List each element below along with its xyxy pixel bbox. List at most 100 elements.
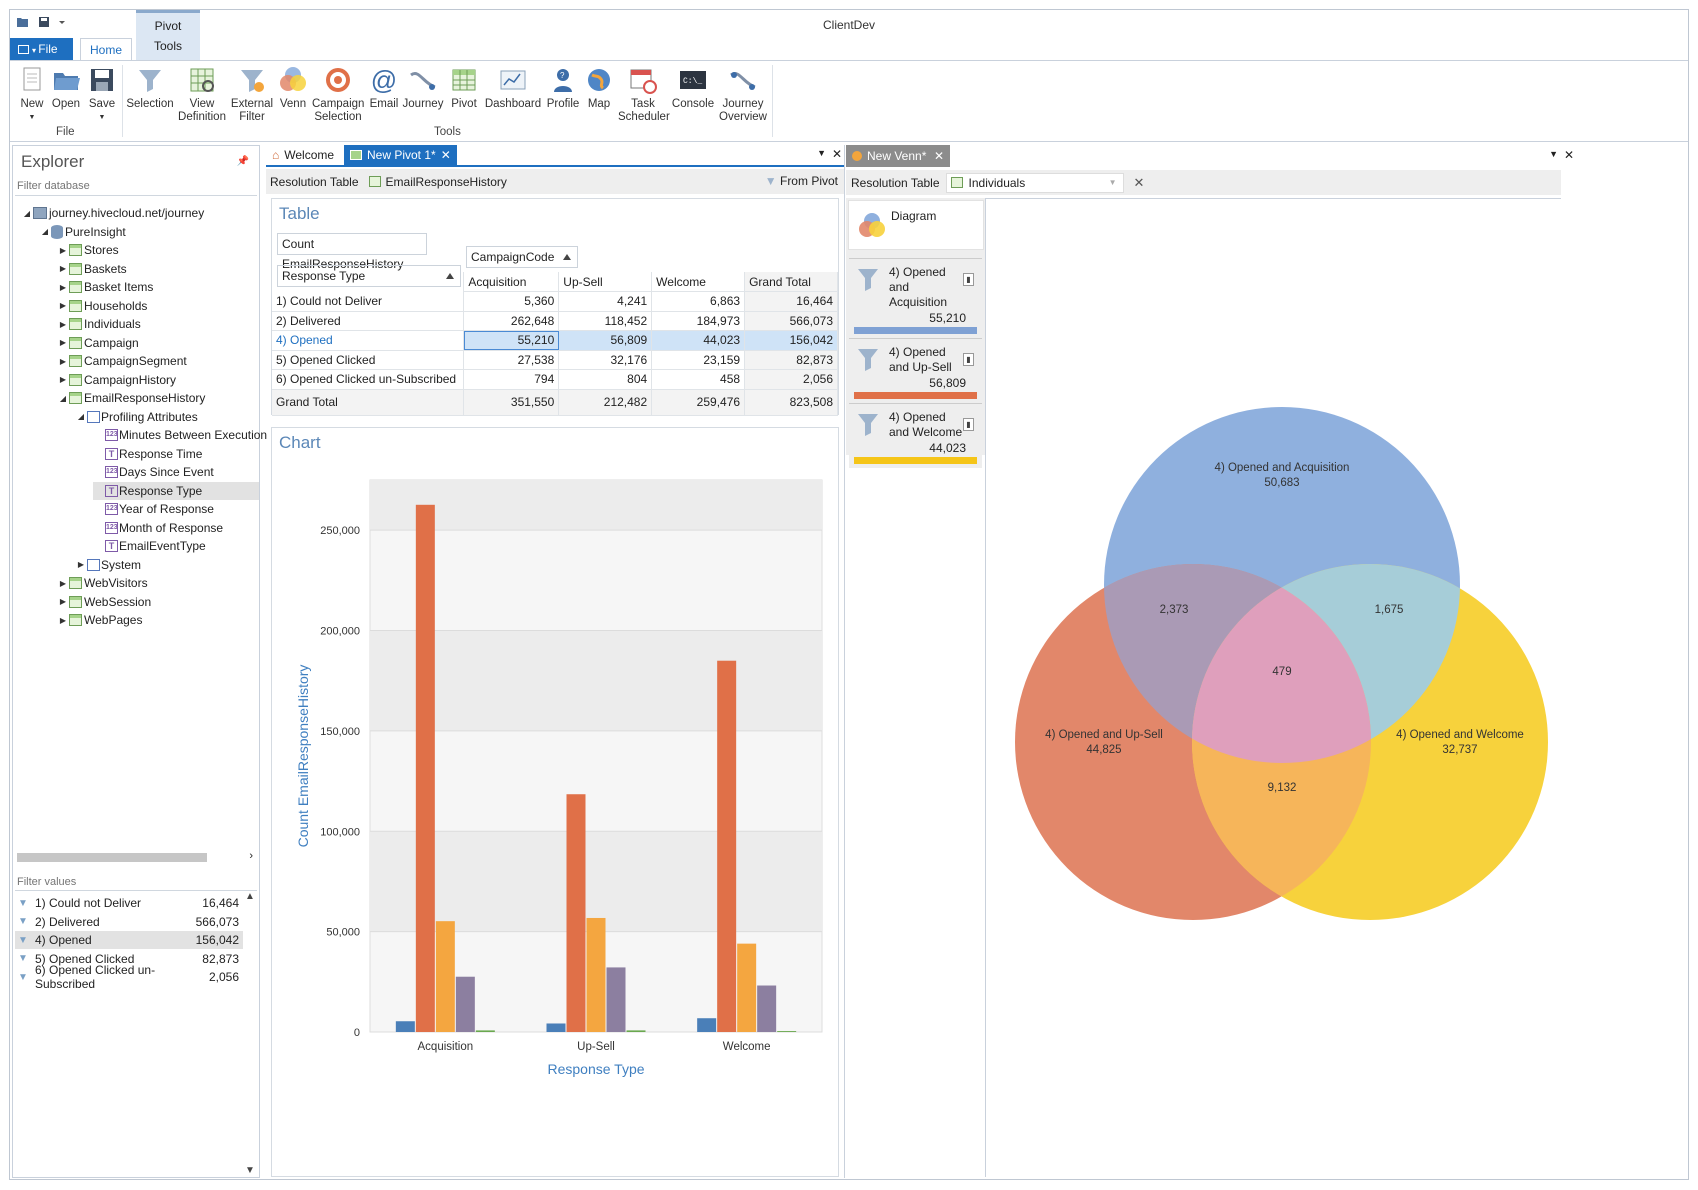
tree-node-attribute[interactable]: 123 Days Since Event	[93, 463, 214, 481]
tree-node-table[interactable]: ▶ WebVisitors	[57, 574, 148, 592]
campaign-selection-button[interactable]: Campaign Selection	[312, 65, 364, 124]
venn-set-card[interactable]: 4) Opened and Up-Sell ▮ 56,809	[849, 338, 982, 403]
pin-icon[interactable]: 📌	[236, 156, 249, 167]
tree-node-attribute[interactable]: T EmailEventType	[93, 537, 206, 555]
expand-toggle-icon[interactable]: ◢	[77, 412, 85, 421]
expand-toggle-icon[interactable]: ◢	[59, 393, 67, 403]
chevron-down-icon[interactable]: ▼	[1108, 178, 1117, 187]
tree-node-attribute[interactable]: 123 Year of Response	[93, 500, 214, 518]
scroll-right-icon[interactable]: ›	[249, 850, 253, 862]
tree-node-table[interactable]: ▶ Campaign	[57, 334, 139, 352]
tree-node-table[interactable]: ▶ Individuals	[57, 315, 141, 333]
expand-toggle-icon[interactable]: ▶	[59, 301, 67, 310]
filter-database-input[interactable]	[15, 176, 257, 196]
chart-bar[interactable]	[737, 943, 757, 1032]
tree-node-folder[interactable]: ◢ Profiling Attributes	[75, 408, 198, 426]
expand-toggle-icon[interactable]: ◢	[41, 227, 49, 236]
filter-value-item[interactable]: ▼ 4) Opened 156,042	[15, 931, 243, 949]
chart-bar[interactable]	[717, 660, 737, 1032]
tree-node-server[interactable]: ◢ journey.hivecloud.net/journey	[21, 204, 204, 222]
diagram-button[interactable]: Diagram	[848, 200, 984, 250]
chart-bar[interactable]	[586, 917, 606, 1032]
tree-node-attribute[interactable]: 123 Minutes Between Execution	[93, 426, 267, 444]
tree-node-database[interactable]: ◢ PureInsight	[39, 223, 126, 241]
external-filter-button[interactable]: External Filter	[230, 65, 274, 124]
resolution-table-select[interactable]: Individuals ▼	[945, 172, 1124, 193]
tab-list-dropdown-icon[interactable]: ▼	[817, 148, 826, 158]
column-field-chip[interactable]: CampaignCode	[466, 246, 578, 268]
clear-icon[interactable]: ✕	[1133, 174, 1145, 190]
tree-node-table[interactable]: ▶ System	[75, 556, 141, 574]
column-header[interactable]: Up-Sell	[558, 272, 653, 292]
chart-bar[interactable]	[697, 1018, 717, 1032]
table-cell[interactable]: 351,550	[463, 389, 560, 416]
tab-list-dropdown-icon[interactable]: ▼	[1549, 149, 1558, 159]
venn-set-card[interactable]: 4) Opened and Acquisition ▮ 55,210	[849, 258, 982, 338]
table-cell[interactable]: 6,863	[651, 291, 746, 312]
profile-button[interactable]: ? Profile	[544, 65, 582, 111]
venn-button[interactable]: Venn	[276, 65, 310, 111]
filter-value-item[interactable]: ▼ 6) Opened Clicked un-Subscribed 2,056	[15, 963, 243, 991]
table-cell[interactable]: 27,538	[463, 350, 560, 370]
close-document-icon[interactable]: ✕	[1563, 148, 1574, 162]
chart-bar[interactable]	[606, 967, 626, 1032]
chart-bar[interactable]	[435, 921, 455, 1032]
row-header[interactable]: 1) Could not Deliver	[272, 291, 465, 312]
sort-ascending-icon[interactable]	[563, 254, 571, 260]
row-header[interactable]: 5) Opened Clicked	[272, 350, 465, 370]
open-button[interactable]: Open	[50, 65, 82, 111]
pivot-button[interactable]: Pivot	[448, 65, 480, 111]
expand-toggle-icon[interactable]: ▶	[59, 338, 67, 347]
from-pivot-button[interactable]: ▼ From Pivot	[765, 174, 838, 188]
row-header[interactable]: 6) Opened Clicked un-Subscribed	[272, 369, 465, 390]
chart-bar[interactable]	[475, 1030, 495, 1032]
table-cell[interactable]: 4,241	[558, 291, 653, 312]
expand-toggle-icon[interactable]: ▶	[77, 560, 85, 569]
measure-field-chip[interactable]: Count EmailResponseHistory	[277, 233, 427, 271]
table-cell[interactable]: 804	[558, 369, 653, 390]
chart-bar[interactable]	[415, 504, 435, 1032]
tree-node-table[interactable]: ▶ Basket Items	[57, 278, 153, 296]
tree-node-table[interactable]: ▶ WebPages	[57, 611, 143, 629]
table-cell[interactable]: 823,508	[744, 389, 838, 416]
email-button[interactable]: @ Email	[368, 65, 400, 111]
tree-node-attribute[interactable]: T Response Time	[93, 445, 202, 463]
expand-toggle-icon[interactable]: ▶	[59, 375, 67, 384]
tab-home[interactable]: Home	[80, 38, 132, 60]
delete-icon[interactable]: ▮	[963, 273, 974, 286]
expand-toggle-icon[interactable]: ▶	[59, 615, 67, 625]
tree-node-table[interactable]: ▶ Baskets	[57, 260, 127, 278]
close-tab-icon[interactable]: ✕	[933, 149, 944, 163]
new-button[interactable]: New ▼	[16, 65, 48, 124]
tree-node-table[interactable]: ▶ Stores	[57, 241, 119, 259]
resolution-table-value[interactable]: EmailResponseHistory	[385, 174, 507, 189]
table-cell[interactable]: 5,360	[463, 291, 560, 312]
tree-node-attribute[interactable]: T Response Type	[93, 481, 259, 500]
table-cell[interactable]: 566,073	[744, 311, 838, 331]
table-cell[interactable]: 2,056	[744, 369, 838, 390]
row-header[interactable]: 2) Delivered	[272, 311, 465, 331]
filter-value-item[interactable]: ▼ 2) Delivered 566,073	[15, 913, 243, 931]
expand-toggle-icon[interactable]: ▶	[59, 356, 67, 366]
scroll-up-icon[interactable]: ▲	[245, 891, 255, 902]
table-cell[interactable]: 259,476	[651, 389, 746, 416]
table-cell[interactable]: 56,809	[558, 330, 653, 351]
journey-overview-button[interactable]: Journey Overview	[718, 65, 768, 124]
customize-qat-icon[interactable]	[58, 18, 66, 26]
table-cell[interactable]: 16,464	[744, 291, 838, 312]
horizontal-scrollbar[interactable]: ›	[15, 850, 257, 864]
pivot-tools-context-tab[interactable]: Pivot Tools	[136, 10, 200, 60]
save-button[interactable]: Save ▼	[86, 65, 118, 124]
table-cell[interactable]: 55,210	[463, 330, 560, 351]
venn-set-card[interactable]: 4) Opened and Welcome ▮ 44,023	[849, 403, 982, 468]
table-cell[interactable]: 156,042	[744, 330, 838, 351]
dashboard-button[interactable]: Dashboard	[484, 65, 542, 111]
filter-values-input[interactable]	[15, 873, 257, 891]
column-header[interactable]: Grand Total	[744, 272, 838, 292]
table-cell[interactable]: 32,176	[558, 350, 653, 370]
table-cell[interactable]: 458	[651, 369, 746, 390]
map-button[interactable]: Map	[584, 65, 614, 111]
save-icon[interactable]	[38, 16, 50, 28]
open-folder-icon[interactable]	[16, 16, 30, 28]
expand-toggle-icon[interactable]: ▶	[59, 319, 67, 329]
